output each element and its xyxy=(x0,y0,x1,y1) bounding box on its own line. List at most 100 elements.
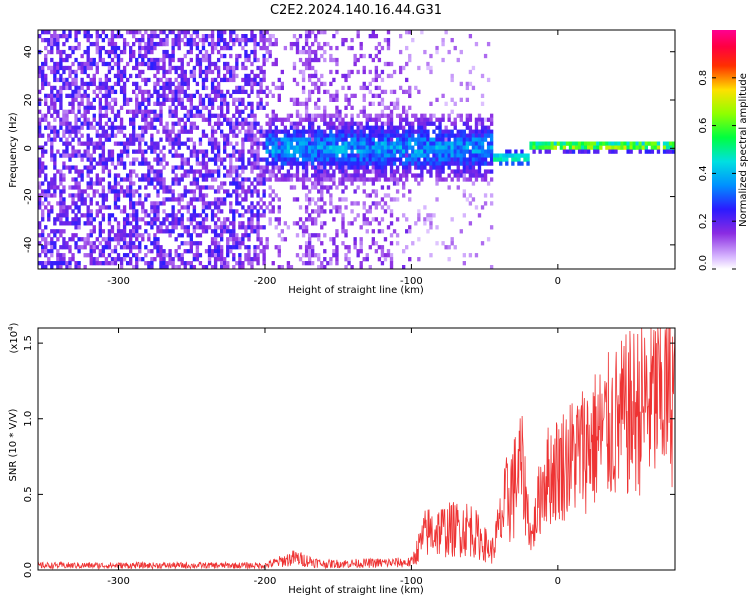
spectrogram-cell xyxy=(65,109,69,114)
spectrogram-cell xyxy=(195,45,200,51)
spectrogram-cell xyxy=(386,30,391,35)
spectrogram-cell xyxy=(350,221,354,226)
spectrogram-cell xyxy=(150,217,154,222)
spectrogram-cell xyxy=(74,77,78,83)
spectrogram-cell xyxy=(180,97,184,102)
spectrogram-cell xyxy=(356,33,360,39)
spectrogram-cell xyxy=(520,161,524,166)
spectrogram-cell xyxy=(71,177,75,182)
spectrogram-cell xyxy=(62,109,66,114)
spectrogram-cell xyxy=(165,81,169,87)
spectrogram-cell xyxy=(304,229,309,234)
spectrogram-cell xyxy=(107,181,112,186)
spectrogram-cell xyxy=(38,129,42,134)
spectrogram-cell xyxy=(402,193,406,198)
spectrogram-cell xyxy=(135,30,139,35)
spectrogram-cell xyxy=(107,69,112,75)
spectrogram-cell xyxy=(177,221,181,226)
spectrogram-cell xyxy=(417,157,421,162)
spectrogram-cell xyxy=(171,177,175,182)
spectrogram-cell xyxy=(144,30,148,35)
spectrogram-cell xyxy=(568,145,573,150)
spectrogram-cell xyxy=(462,129,466,134)
spectrogram-cell xyxy=(177,45,181,51)
spectrogram-cell xyxy=(86,30,90,35)
spectrogram-cell xyxy=(295,253,300,258)
spectrogram-cell xyxy=(374,169,379,174)
spectrogram-cell xyxy=(86,237,90,242)
spectrogram-cell xyxy=(465,121,470,126)
spectrogram-cell xyxy=(304,261,309,266)
spectrogram-cell xyxy=(429,165,433,170)
spectrogram-cell xyxy=(141,137,145,142)
spectrogram-cell xyxy=(502,157,506,162)
spectrogram-cell xyxy=(162,177,166,182)
spectrogram-cell xyxy=(295,173,300,178)
spectrogram-cell xyxy=(398,157,403,162)
spectrogram-cell xyxy=(232,241,236,246)
spectrogram-cell xyxy=(550,141,554,146)
spectrogram-cell xyxy=(104,81,109,87)
spectrogram-cell xyxy=(168,89,172,95)
colorbar-ticks: 0.00.20.40.60.8 xyxy=(698,70,736,271)
spectrogram-cell xyxy=(480,117,485,122)
spectrogram-cell xyxy=(656,149,661,154)
spectrogram-cell xyxy=(268,193,272,198)
spectrogram-cell xyxy=(150,125,154,130)
spectrogram-y-label: Frequency (Hz) xyxy=(8,112,19,188)
spectrogram-cell xyxy=(350,149,354,154)
spectrogram-cell xyxy=(159,173,163,178)
spectrogram-cell xyxy=(365,137,369,142)
spectrogram-cell xyxy=(389,209,394,214)
spectrogram-cell xyxy=(395,113,400,118)
spectrogram-cell xyxy=(374,113,379,118)
spectrogram-cell xyxy=(256,209,260,214)
spectrogram-cell xyxy=(220,245,224,250)
spectrogram-cell xyxy=(350,157,354,162)
spectrogram-cell xyxy=(489,157,494,162)
spectrogram-cell xyxy=(398,141,403,146)
spectrogram-cell xyxy=(195,109,200,114)
spectrogram-cell xyxy=(341,125,345,130)
spectrogram-cell xyxy=(156,41,160,47)
spectrogram-cell xyxy=(386,145,391,150)
spectrogram-cell xyxy=(468,169,473,174)
spectrogram-cell xyxy=(141,157,145,162)
spectrogram-cell xyxy=(374,73,379,79)
spectrogram-cell xyxy=(71,221,75,226)
spectrogram-cell xyxy=(159,265,163,270)
spectrogram-cell xyxy=(50,237,54,242)
spectrogram-cell xyxy=(489,149,494,154)
spectrogram-cell xyxy=(392,177,397,182)
spectrogram-cell xyxy=(262,89,266,95)
spectrogram-cell xyxy=(405,169,409,174)
spectrogram-cell xyxy=(535,145,539,150)
spectrogram-cell xyxy=(435,161,439,166)
spectrogram-cell xyxy=(562,145,567,150)
spectrogram-cell xyxy=(180,30,184,35)
spectrogram-cell xyxy=(195,41,200,47)
spectrogram-cell xyxy=(223,137,227,142)
spectrogram-cell xyxy=(204,229,209,234)
spectrogram-cell xyxy=(168,229,172,234)
spectrogram-cell xyxy=(204,213,209,218)
spectrogram-cell xyxy=(53,93,57,99)
spectrogram-cell xyxy=(116,253,121,258)
spectrogram-cell xyxy=(514,153,518,158)
spectrogram-cell xyxy=(68,249,72,254)
spectrogram-cell xyxy=(317,161,321,166)
spectrogram-cell xyxy=(432,165,436,170)
spectrogram-cell xyxy=(350,153,354,158)
spectrogram-cell xyxy=(80,193,84,198)
spectrogram-cell xyxy=(116,193,121,198)
spectrogram-cell xyxy=(216,81,221,87)
spectrogram-cell xyxy=(80,189,84,194)
spectrogram-cell xyxy=(50,45,54,51)
spectrogram-cell xyxy=(365,209,369,214)
spectrogram-cell xyxy=(138,73,142,79)
spectrogram-cell xyxy=(62,85,66,91)
spectrogram-cell xyxy=(232,213,236,218)
spectrogram-cell xyxy=(95,145,99,150)
spectrogram-cell xyxy=(162,153,166,158)
spectrogram-cell xyxy=(353,61,357,67)
